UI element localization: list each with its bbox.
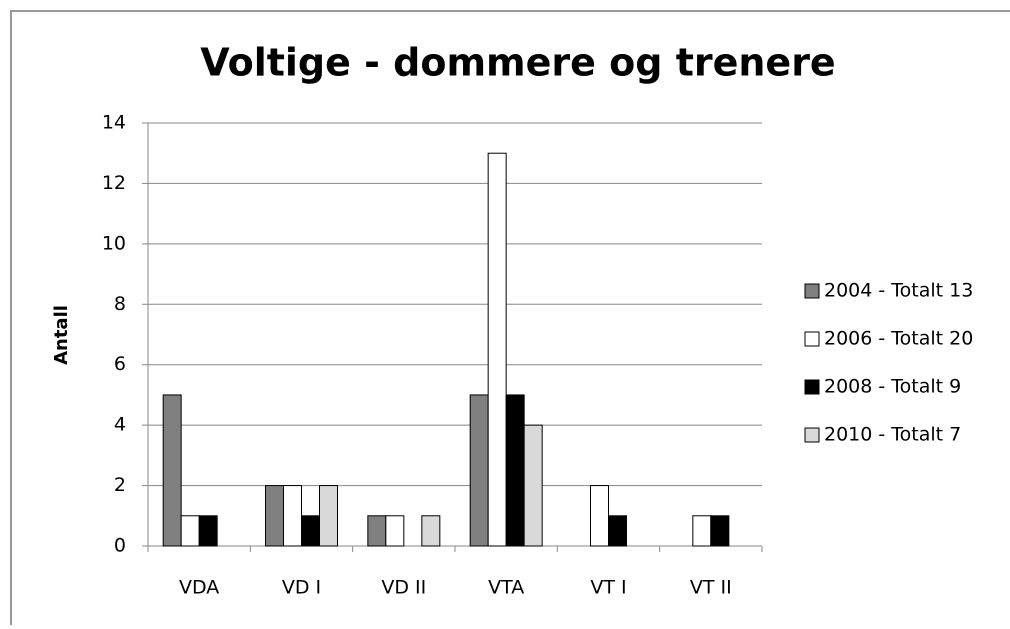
y-tick-label: 6 [114, 353, 126, 375]
legend-label: 2010 - Totalt 7 [824, 424, 961, 446]
legend-label: 2006 - Totalt 20 [824, 328, 973, 350]
bar [319, 485, 338, 547]
bar [523, 424, 543, 547]
legend-swatch [804, 427, 820, 443]
bar [505, 394, 525, 547]
y-tick-label: 12 [102, 172, 126, 194]
bar [301, 515, 320, 547]
bar [162, 394, 182, 547]
bar [180, 515, 200, 547]
legend-label: 2004 - Totalt 13 [824, 280, 973, 302]
bar [385, 515, 405, 547]
x-tick-label: VT I [590, 577, 626, 599]
y-tick-label: 14 [102, 112, 126, 134]
y-tick-label: 10 [102, 232, 126, 254]
bar [198, 515, 218, 547]
bar [367, 515, 387, 547]
y-tick-label: 8 [114, 293, 126, 315]
bar [265, 485, 284, 547]
y-axis-label: Antall [51, 305, 72, 365]
bar [421, 515, 441, 547]
x-tick-label: VD I [282, 577, 321, 599]
y-tick-label: 4 [114, 414, 126, 436]
bar [590, 485, 609, 547]
y-tick-label: 2 [114, 474, 126, 496]
legend-swatch [804, 283, 820, 299]
x-tick-label: VDA [179, 577, 219, 599]
chart-title: Voltige - dommere og trenere [200, 41, 835, 85]
bar [692, 515, 712, 547]
x-tick-label: VTA [488, 577, 524, 599]
x-tick-label: VD II [381, 577, 426, 599]
bar [608, 515, 627, 547]
legend-swatch [804, 331, 820, 347]
legend-label: 2008 - Totalt 9 [824, 376, 961, 398]
bar [283, 485, 302, 547]
bar [710, 515, 730, 547]
bar [487, 152, 507, 547]
y-tick-label: 0 [114, 535, 126, 557]
x-tick-label: VT II [690, 577, 732, 599]
legend-swatch [804, 379, 820, 395]
bar [469, 394, 489, 547]
